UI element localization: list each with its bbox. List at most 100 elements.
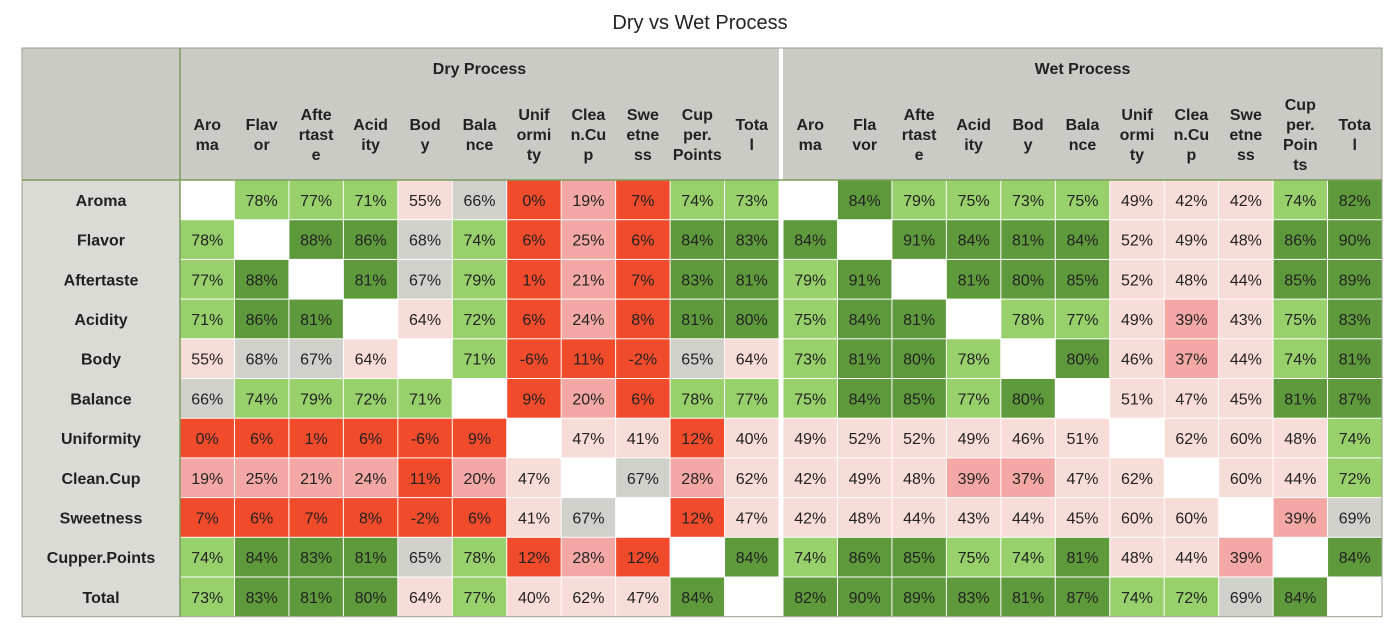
cell-dry-process-clean-cup-cupper-points: [670, 458, 725, 498]
cell-label: 55%: [191, 352, 223, 369]
cell-label: 74%: [191, 550, 223, 567]
cell-dry-process-total-aroma: [180, 577, 234, 617]
cell-label: 75%: [958, 550, 990, 567]
cell-dry-process-sweetness-acidity: [343, 498, 398, 537]
cell-label: 67%: [409, 272, 441, 289]
cell-label: 1%: [305, 431, 328, 448]
cell-label: 84%: [736, 550, 768, 567]
cell-label: 7%: [305, 510, 328, 527]
cell-wet-process-aftertaste-balance: [1055, 259, 1110, 299]
cell-label: 44%: [1230, 272, 1262, 289]
group-header-wet-process: Wet Process: [1035, 61, 1131, 78]
cell-wet-process-aftertaste-body: [1001, 259, 1055, 299]
cell-label: 41%: [627, 431, 659, 448]
cell-wet-process-aftertaste-cupper-points: [1273, 259, 1328, 299]
cell-dry-process-total-flavor: [234, 577, 289, 617]
cell-wet-process-total-total: [1328, 577, 1382, 617]
cell-wet-process-balance-uniformity: [1110, 379, 1164, 418]
cell-label: 45%: [1066, 510, 1098, 527]
cell-label: 77%: [1066, 312, 1098, 329]
cell-dry-process-flavor-cupper-points: [670, 220, 725, 259]
cell-wet-process-flavor-body: [1001, 220, 1055, 259]
cell-label: 12%: [681, 510, 713, 527]
cell-dry-process-aroma-body: [398, 180, 452, 220]
cell-wet-process-flavor-total: [1328, 220, 1382, 259]
cell-wet-process-total-body: [1001, 577, 1055, 617]
cell-dry-process-flavor-uniformity: [507, 220, 561, 259]
cell-label: 6%: [250, 431, 273, 448]
cell-dry-process-sweetness-cupper-points: [670, 498, 725, 537]
cell-wet-process-uniformity-body: [1001, 418, 1055, 458]
cell-label: 81%: [1012, 590, 1044, 607]
cell-label: 41%: [518, 510, 550, 527]
cell-wet-process-clean-cup-balance: [1055, 458, 1110, 498]
cell-label: 67%: [572, 510, 604, 527]
cell-dry-process-balance-body: [398, 379, 452, 418]
cell-wet-process-sweetness-uniformity: [1110, 498, 1164, 537]
cell-label: 24%: [355, 471, 387, 488]
cell-label: 49%: [1121, 193, 1153, 210]
cell-label: 47%: [1175, 391, 1207, 408]
cell-label: 73%: [794, 352, 826, 369]
cell-label: 84%: [246, 550, 278, 567]
cell-wet-process-acidity-clean-cup: [1164, 299, 1219, 339]
cell-wet-process-cupper-points-total: [1328, 537, 1382, 577]
cell-wet-process-clean-cup-aftertaste: [892, 458, 946, 498]
cell-dry-process-aftertaste-acidity: [343, 259, 398, 299]
cell-dry-process-cupper-points-clean-cup: [561, 537, 616, 577]
cell-label: 74%: [246, 391, 278, 408]
cell-wet-process-clean-cup-aroma: [783, 458, 837, 498]
cell-label: 84%: [849, 391, 881, 408]
cell-label: 74%: [681, 193, 713, 210]
cell-wet-process-aftertaste-clean-cup: [1164, 259, 1219, 299]
cell-dry-process-sweetness-aroma: [180, 498, 234, 537]
cell-dry-process-cupper-points-flavor: [234, 537, 289, 577]
column-header-wet-process-aftertaste: Afte rtast e: [902, 107, 937, 164]
cell-label: 12%: [681, 431, 713, 448]
cell-label: 84%: [958, 233, 990, 250]
cell-label: 8%: [631, 312, 654, 329]
cell-dry-process-acidity-cupper-points: [670, 299, 725, 339]
cell-wet-process-uniformity-balance: [1055, 418, 1110, 458]
cell-label: 81%: [300, 590, 332, 607]
cell-wet-process-acidity-body: [1001, 299, 1055, 339]
cell-dry-process-acidity-acidity: [343, 299, 398, 339]
cell-label: 28%: [681, 471, 713, 488]
cell-label: 44%: [1230, 352, 1262, 369]
cell-wet-process-uniformity-sweetness: [1219, 418, 1273, 458]
cell-wet-process-flavor-uniformity: [1110, 220, 1164, 259]
cell-label: 89%: [1339, 272, 1371, 289]
cell-label: 6%: [631, 391, 654, 408]
cell-wet-process-total-aftertaste: [892, 577, 946, 617]
cell-label: 80%: [1066, 352, 1098, 369]
cell-dry-process-body-cupper-points: [670, 339, 725, 378]
cell-dry-process-flavor-clean-cup: [561, 220, 616, 259]
cell-label: 44%: [1012, 510, 1044, 527]
cell-label: 51%: [1066, 431, 1098, 448]
cell-dry-process-aroma-clean-cup: [561, 180, 616, 220]
cell-label: 85%: [903, 550, 935, 567]
cell-dry-process-balance-aroma: [180, 379, 234, 418]
cell-label: 75%: [794, 391, 826, 408]
cell-label: 84%: [1284, 590, 1316, 607]
cell-label: 74%: [1284, 193, 1316, 210]
cell-dry-process-acidity-body: [398, 299, 452, 339]
cell-dry-process-aftertaste-clean-cup: [561, 259, 616, 299]
cell-wet-process-clean-cup-flavor: [837, 458, 892, 498]
cell-label: 42%: [1230, 193, 1262, 210]
cell-label: 75%: [958, 193, 990, 210]
cell-label: 19%: [572, 193, 604, 210]
column-header-dry-process-body: Bod y: [409, 117, 440, 154]
cell-wet-process-aroma-uniformity: [1110, 180, 1164, 220]
cell-dry-process-total-cupper-points: [670, 577, 725, 617]
cell-label: 78%: [1012, 312, 1044, 329]
cell-dry-process-clean-cup-clean-cup: [561, 458, 616, 498]
group-separator: [779, 48, 783, 617]
cell-label: 42%: [1175, 193, 1207, 210]
cell-label: 74%: [1339, 431, 1371, 448]
cell-wet-process-flavor-balance: [1055, 220, 1110, 259]
cell-wet-process-cupper-points-acidity: [946, 537, 1001, 577]
cell-wet-process-total-clean-cup: [1164, 577, 1219, 617]
cell-label: 84%: [849, 193, 881, 210]
cell-label: 78%: [191, 233, 223, 250]
